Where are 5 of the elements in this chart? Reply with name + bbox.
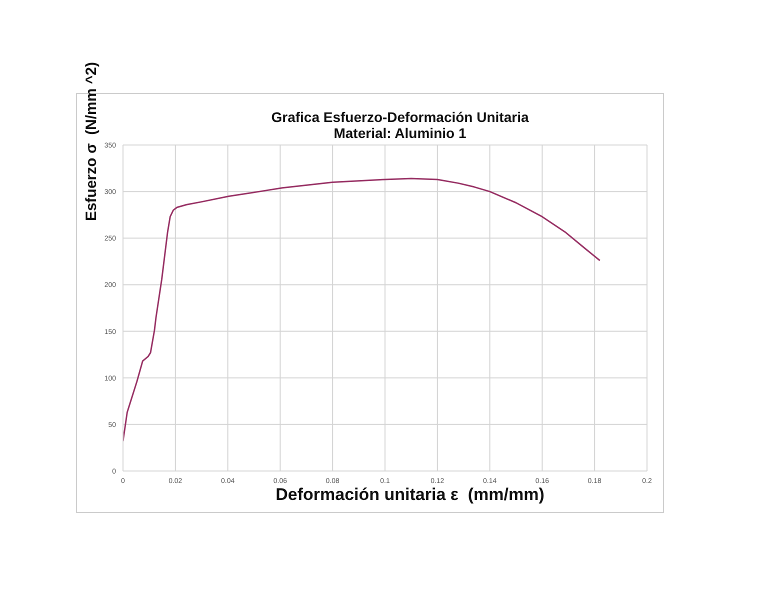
y-axis-title: Esfuerzo σ (N/mm ^2)	[83, 62, 100, 222]
x-axis-title: Deformación unitaria ε (mm/mm)	[276, 485, 544, 505]
chart-title: Grafica Esfuerzo-Deformación Unitaria	[271, 109, 529, 125]
line-series	[123, 178, 601, 442]
chart-subtitle: Material: Aluminio 1	[334, 125, 466, 141]
